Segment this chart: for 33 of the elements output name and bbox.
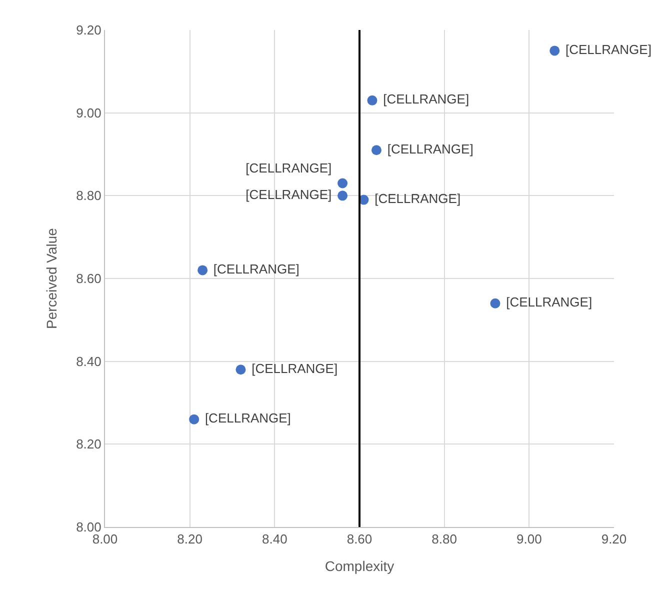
point [371,145,382,156]
data-label: [CELLRANGE] [248,360,342,376]
point [550,46,560,56]
x-tick-label: 8.20 [177,532,202,547]
data-label: [CELLRANGE] [370,191,464,206]
point [338,178,348,188]
data-label: [CELLRANGE] [384,141,477,156]
y-axis-title: Perceived Value [44,228,60,329]
x-axis-title: Complexity [324,558,394,574]
x-tick-label: 8.60 [346,532,372,547]
y-tick-label: 8.80 [76,188,102,204]
point [338,190,348,201]
point [367,95,378,106]
data-label: [CELLRANGE] [210,261,304,276]
point [236,364,246,375]
point [198,265,208,276]
y-tick-label: 8.20 [76,436,102,452]
data-label: [CELLRANGE] [201,410,295,426]
x-tick-label: 8.40 [262,532,288,547]
y-tick-label: 9.00 [76,105,102,120]
data-label: [CELLRANGE] [502,294,596,310]
point [189,414,200,424]
data-label: [CELLRANGE] [379,92,473,107]
data-label: [CELLRANGE] [562,42,651,57]
x-tick-label: 8.80 [432,532,457,547]
y-tick-label: 8.40 [76,354,102,369]
point [490,298,500,308]
x-tick-label: 9.20 [601,532,627,547]
x-tick-label: 9.00 [516,532,542,547]
data-label: [CELLRANGE] [242,160,336,176]
data-label: [CELLRANGE] [242,186,336,202]
y-tick-label: 8.60 [76,271,102,286]
y-tick-label: 9.20 [76,22,102,38]
